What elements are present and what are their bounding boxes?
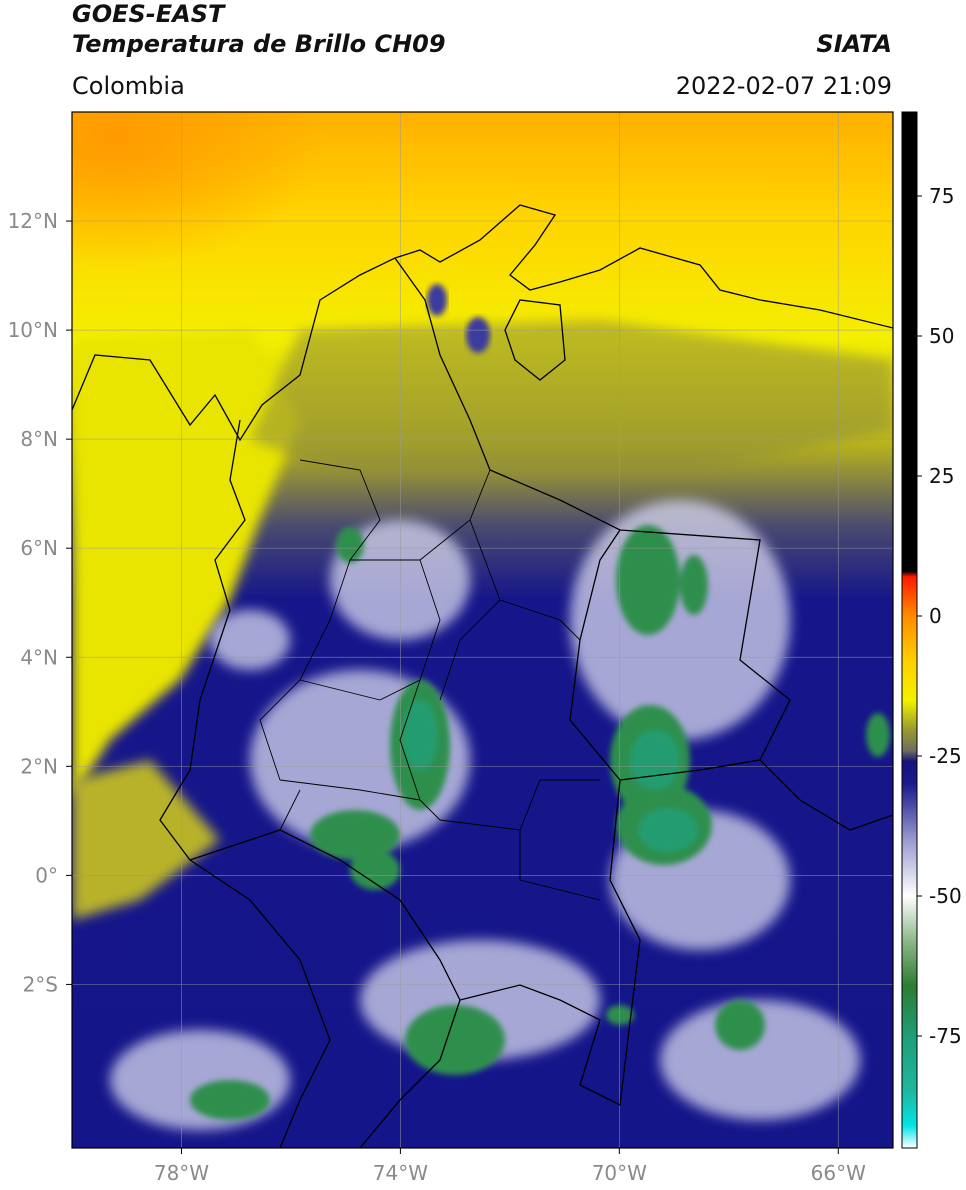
y-tick-label: 10°N — [8, 318, 58, 342]
y-tick-label: 6°N — [20, 536, 58, 560]
ecuador-peru-border — [189, 859, 461, 1148]
maracaibo-lake — [504, 299, 566, 381]
map-frame — [71, 111, 894, 1149]
borders-layer — [72, 204, 893, 1148]
region-label: Colombia — [72, 72, 185, 100]
colorbar-ticks: 75 50 25 0 -25 -50 -75 — [917, 184, 962, 1048]
x-tick-label: 74°W — [373, 1161, 428, 1185]
latitude-axis: 12°N 10°N 8°N 6°N 4°N 2°N 0° 2°S — [8, 209, 72, 996]
y-tick-label: 4°N — [20, 645, 58, 669]
colombia-border — [159, 257, 791, 1106]
brand-label: SIATA — [816, 30, 892, 58]
x-tick-label: 70°W — [592, 1161, 647, 1185]
caribbean-coastline — [72, 204, 893, 442]
datetime-label: 2022-02-07 21:09 — [675, 72, 892, 100]
y-tick-label: 2°S — [23, 972, 58, 996]
longitude-axis: 78°W 74°W 70°W 66°W — [154, 1148, 866, 1185]
colorbar-tick-label: -50 — [929, 884, 962, 908]
colorbar-tick-label: -75 — [929, 1024, 962, 1048]
colorbar-gradient — [902, 112, 917, 1148]
x-tick-label: 78°W — [154, 1161, 209, 1185]
colorbar-tick-label: 75 — [929, 184, 954, 208]
colorbar-frame — [901, 111, 918, 1149]
y-tick-label: 8°N — [20, 427, 58, 451]
colorbar-tick-label: 50 — [929, 324, 954, 348]
colorbar-tick-label: 0 — [929, 604, 942, 628]
colorbar-tick-label: -25 — [929, 744, 962, 768]
y-tick-label: 0° — [35, 863, 58, 887]
department-lines — [259, 459, 601, 901]
product-title: Temperatura de Brillo CH09 — [72, 30, 446, 58]
y-tick-label: 2°N — [20, 754, 58, 778]
y-tick-label: 12°N — [8, 209, 58, 233]
colorbar-tick-label: 25 — [929, 464, 954, 488]
satellite-title: GOES-EAST — [72, 0, 225, 28]
colorbar: 75 50 25 0 -25 -50 -75 — [901, 111, 962, 1149]
x-tick-label: 66°W — [811, 1161, 866, 1185]
brightness-temperature-field — [72, 112, 893, 1148]
graticule — [72, 112, 893, 1148]
